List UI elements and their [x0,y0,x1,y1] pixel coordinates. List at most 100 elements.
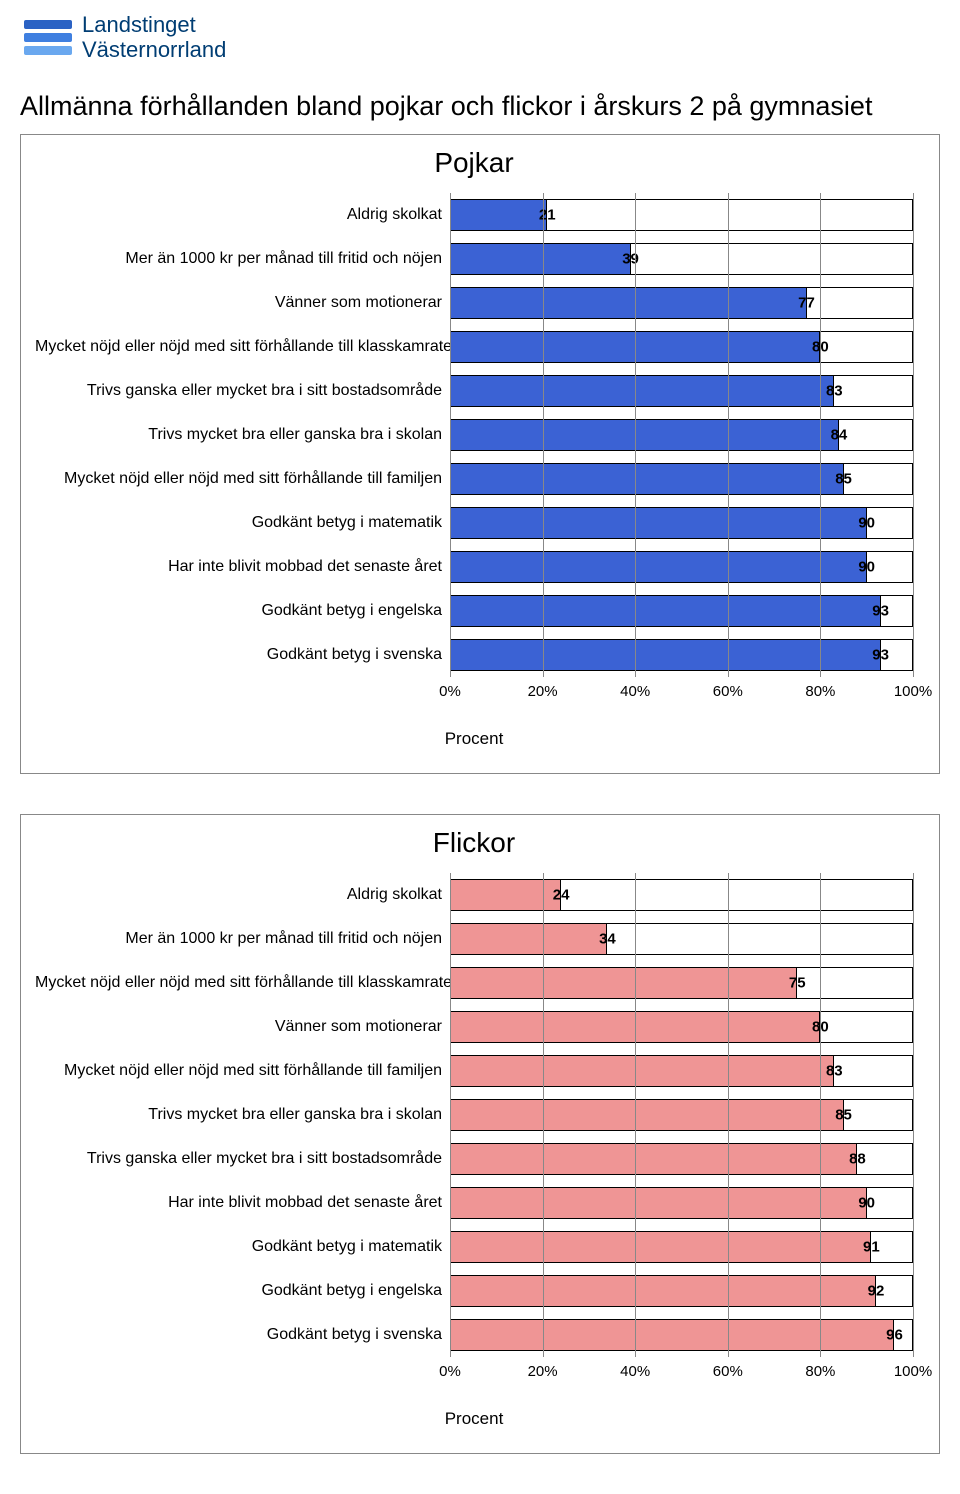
bar-row: Godkänt betyg i svenska 93 [35,633,913,677]
bar [450,1099,844,1131]
category-label: Mycket nöjd eller nöjd med sitt förhålla… [35,470,450,488]
bar-row: Aldrig skolkat 24 [35,873,913,917]
bar-row: Mycket nöjd eller nöjd med sitt förhålla… [35,325,913,369]
bar-value: 85 [835,470,852,487]
bar [450,507,867,539]
bar [450,595,881,627]
bar-value: 88 [849,1150,866,1167]
bar [450,463,844,495]
tick-label: 80% [805,683,835,700]
category-label: Mer än 1000 kr per månad till fritid och… [35,930,450,948]
wave-icon [24,13,72,61]
bar-value: 39 [622,250,639,267]
category-label: Mycket nöjd eller nöjd med sitt förhålla… [35,974,450,992]
bar [450,1055,834,1087]
chart-flickor: Flickor Aldrig skolkat24Mer än 1000 kr p… [20,814,940,1454]
bar [450,287,807,319]
org-line1: Landstinget [82,12,226,37]
bar-row: Har inte blivit mobbad det senaste året9… [35,1181,913,1225]
bar-value: 21 [539,206,556,223]
category-label: Godkänt betyg i matematik [35,1238,450,1256]
tick-label: 20% [528,1363,558,1380]
x-axis-label: Procent [35,1409,913,1429]
bar-value: 92 [868,1282,885,1299]
category-label: Trivs mycket bra eller ganska bra i skol… [35,426,450,444]
bar-row: Trivs mycket bra eller ganska bra i skol… [35,1093,913,1137]
bar-row: Trivs mycket bra eller ganska bra i skol… [35,413,913,457]
category-label: Godkänt betyg i matematik [35,514,450,532]
bar [450,967,797,999]
bar-value: 80 [812,338,829,355]
bar-value: 24 [553,886,570,903]
bar [450,1275,876,1307]
category-label: Godkänt betyg i engelska [35,602,450,620]
category-label: Vänner som motionerar [35,294,450,312]
bar-row: Trivs ganska eller mycket bra i sitt bos… [35,369,913,413]
org-name: Landstinget Västernorrland [82,12,226,63]
bar-row: Mycket nöjd eller nöjd med sitt förhålla… [35,961,913,1005]
bar-row: Mycket nöjd eller nöjd med sitt förhålla… [35,457,913,501]
category-label: Aldrig skolkat [35,886,450,904]
bar-value: 96 [886,1326,903,1343]
org-line2: Västernorrland [82,37,226,62]
bar [450,879,561,911]
bar-row: Aldrig skolkat 21 [35,193,913,237]
category-label: Godkänt betyg i svenska [35,646,450,664]
bar-row: Godkänt betyg i matematik 91 [35,1225,913,1269]
x-axis-ticks: 0%20%40%60%80%100% [450,683,913,703]
tick-label: 20% [528,683,558,700]
page-title: Allmänna förhållanden bland pojkar och f… [0,67,960,130]
category-label: Trivs mycket bra eller ganska bra i skol… [35,1106,450,1124]
bar [450,551,867,583]
category-label: Mycket nöjd eller nöjd med sitt förhålla… [35,1062,450,1080]
category-label: Aldrig skolkat [35,206,450,224]
bar-row: Vänner som motionerar 77 [35,281,913,325]
category-label: Trivs ganska eller mycket bra i sitt bos… [35,382,450,400]
bar [450,331,820,363]
bar-value: 77 [798,294,815,311]
bar-row: Godkänt betyg i engelska 93 [35,589,913,633]
bar-row: Godkänt betyg i engelska 92 [35,1269,913,1313]
bar-value: 93 [872,602,889,619]
bar-value: 83 [826,1062,843,1079]
category-label: Godkänt betyg i svenska [35,1326,450,1344]
bar-value: 90 [858,514,875,531]
tick-label: 100% [894,1363,932,1380]
chart-pojkar-title: Pojkar [35,147,913,179]
category-label: Mer än 1000 kr per månad till fritid och… [35,250,450,268]
tick-label: 0% [439,1363,461,1380]
tick-label: 60% [713,1363,743,1380]
bar-row: Mer än 1000 kr per månad till fritid och… [35,237,913,281]
tick-label: 60% [713,683,743,700]
x-axis-label: Procent [35,729,913,749]
bar-value: 75 [789,974,806,991]
bar [450,419,839,451]
bar-row: Trivs ganska eller mycket bra i sitt bos… [35,1137,913,1181]
bar-value: 80 [812,1018,829,1035]
bar [450,375,834,407]
bar-row: Har inte blivit mobbad det senaste året 9… [35,545,913,589]
x-axis-ticks: 0%20%40%60%80%100% [450,1363,913,1383]
bar-value: 90 [858,558,875,575]
bar [450,639,881,671]
bar-value: 84 [831,426,848,443]
bar [450,1187,867,1219]
bar-value: 93 [872,646,889,663]
bar-row: Vänner som motionerar 80 [35,1005,913,1049]
bar [450,243,631,275]
bar-value: 34 [599,930,616,947]
category-label: Vänner som motionerar [35,1018,450,1036]
tick-label: 100% [894,683,932,700]
bar [450,199,547,231]
bar-value: 91 [863,1238,880,1255]
bar-row: Mer än 1000 kr per månad till fritid och… [35,917,913,961]
category-label: Har inte blivit mobbad det senaste året [35,558,450,576]
bar-row: Godkänt betyg i svenska 96 [35,1313,913,1357]
org-logo: Landstinget Västernorrland [0,0,960,67]
bar-value: 83 [826,382,843,399]
bar [450,923,607,955]
category-label: Godkänt betyg i engelska [35,1282,450,1300]
bar [450,1011,820,1043]
category-label: Trivs ganska eller mycket bra i sitt bos… [35,1150,450,1168]
chart-pojkar: Pojkar Aldrig skolkat 21 Mer än 1000 kr pe… [20,134,940,774]
